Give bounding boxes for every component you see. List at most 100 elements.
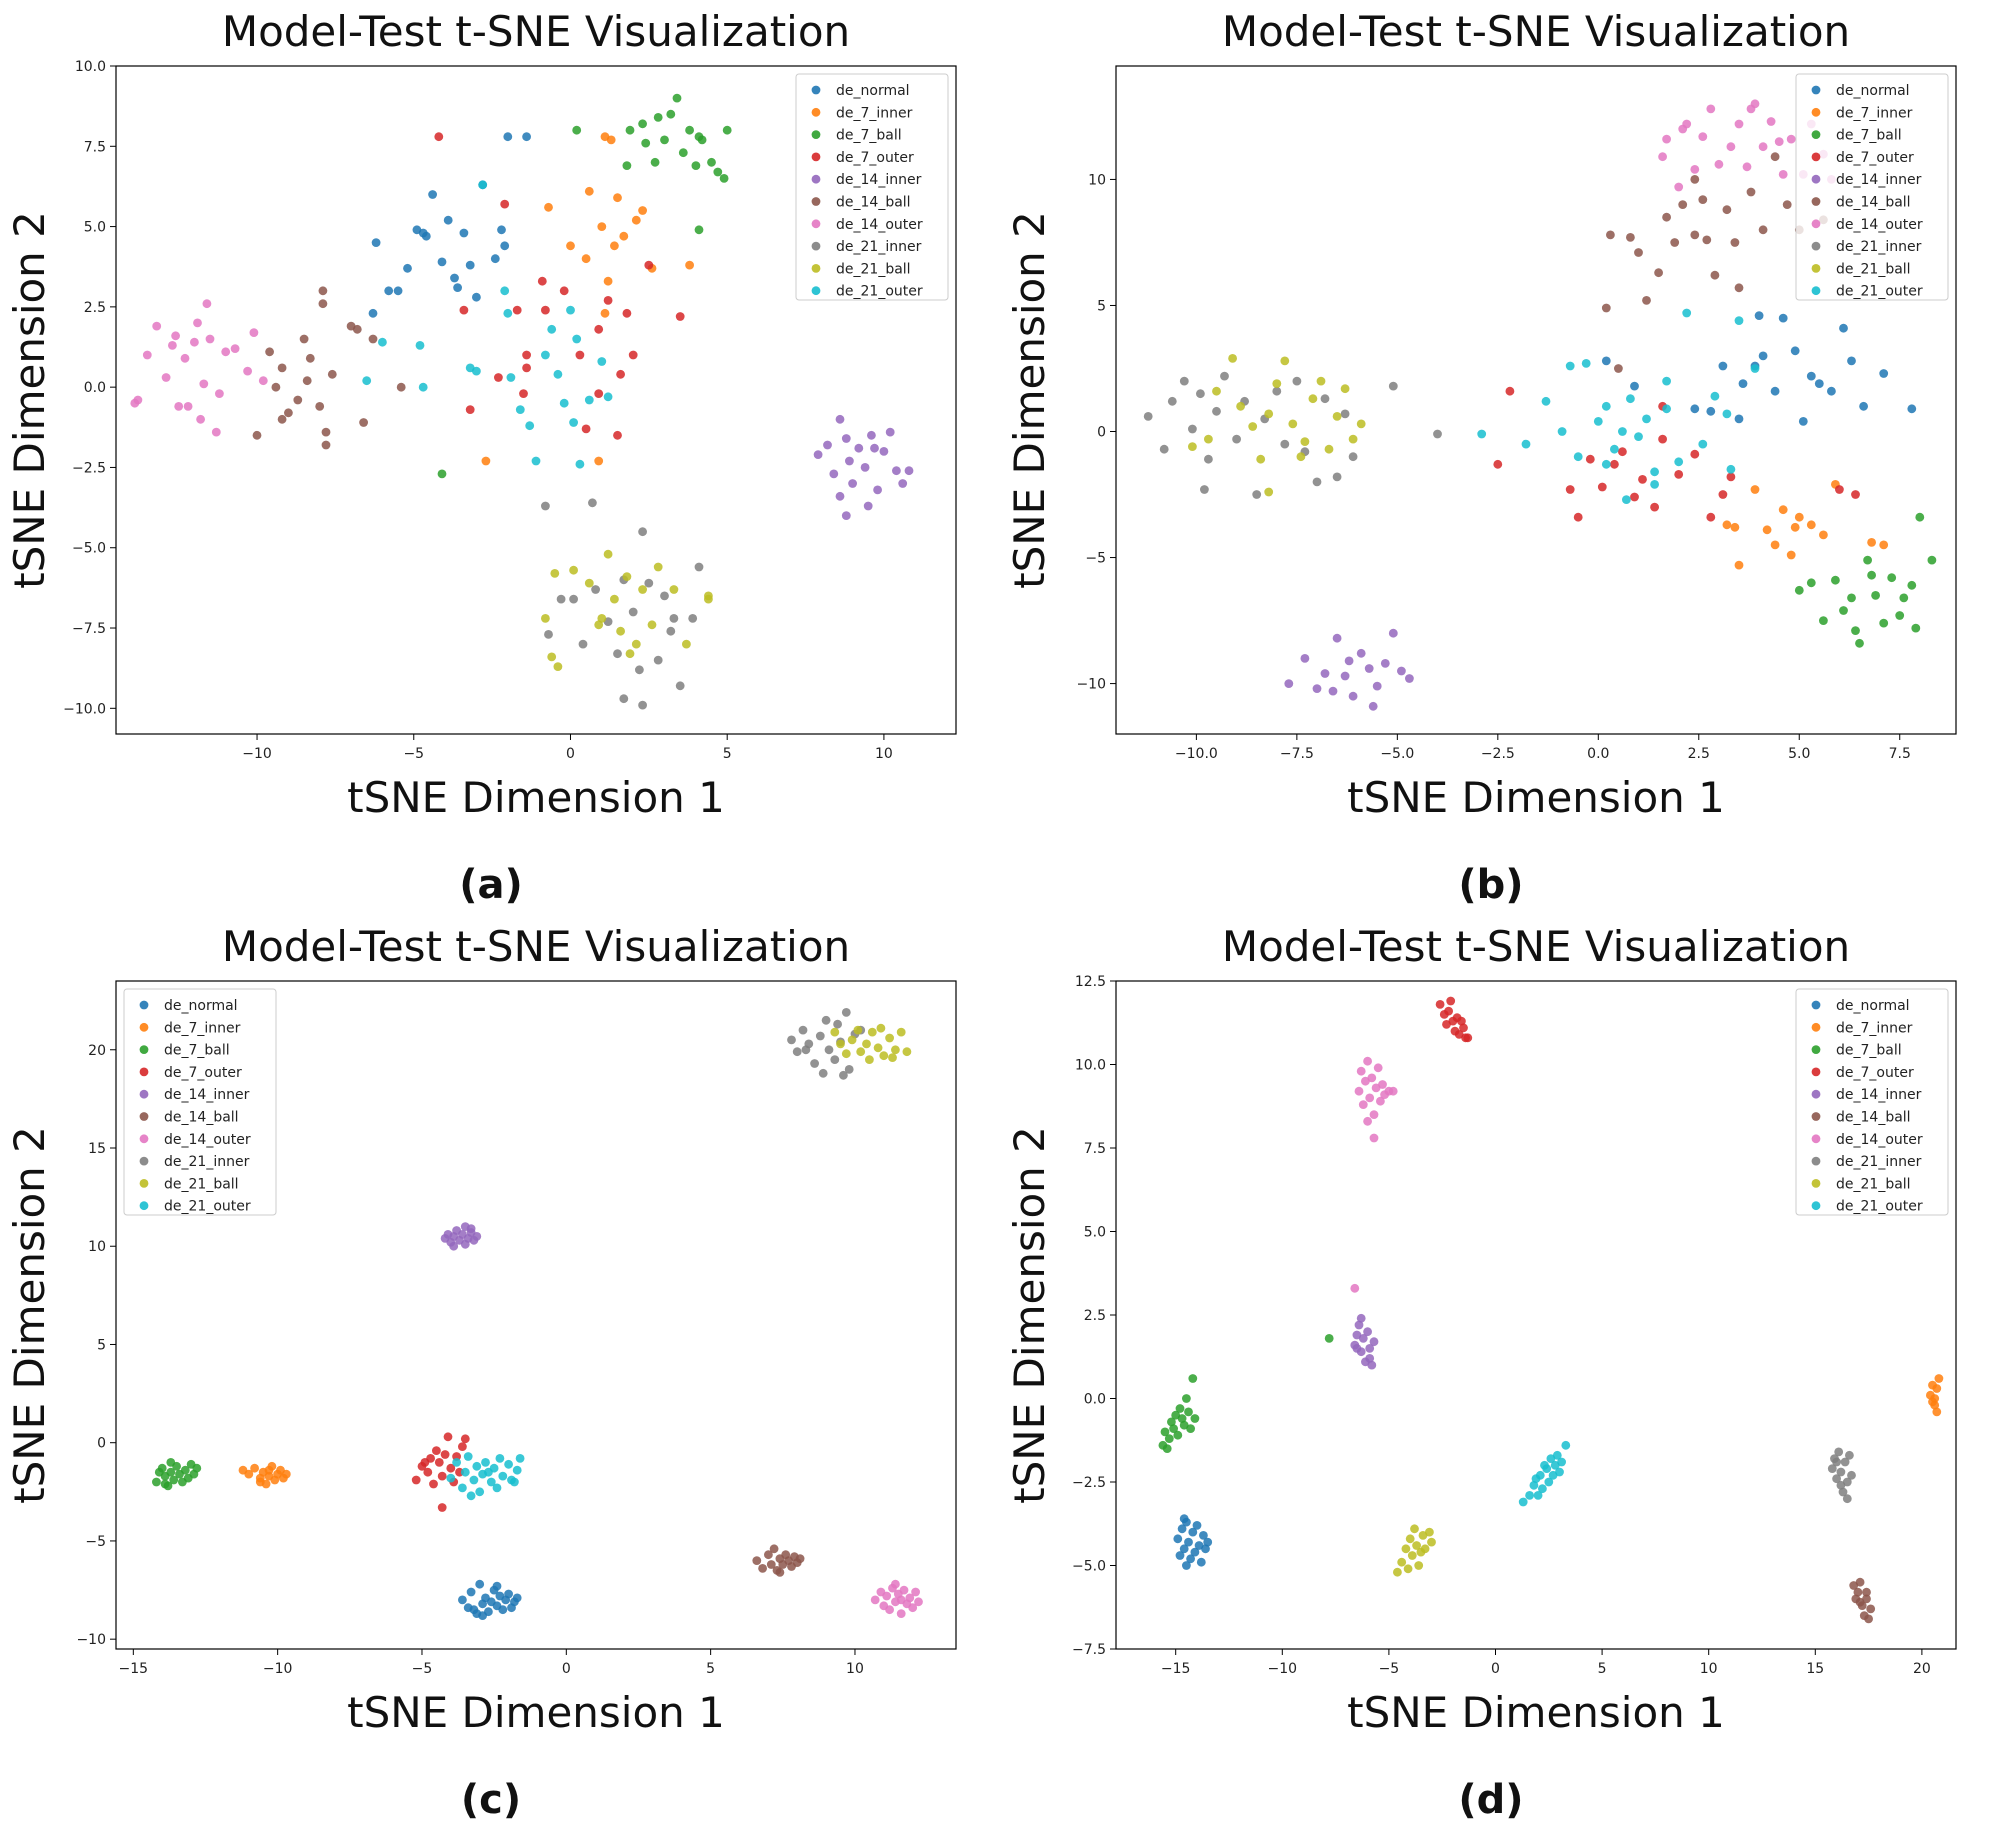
point-de_7_outer <box>1726 472 1736 482</box>
legend-entry: de_14_inner <box>1836 1087 1922 1103</box>
point-de_14_ball <box>1855 1597 1865 1607</box>
point-de_14_outer <box>1365 1093 1375 1103</box>
point-de_21_outer <box>1521 439 1531 449</box>
point-de_21_inner <box>787 1035 796 1045</box>
point-de_21_ball <box>610 594 619 604</box>
y-tick-label: 0.0 <box>84 380 106 396</box>
point-de_21_inner <box>653 655 663 665</box>
point-de_21_ball <box>873 1043 883 1053</box>
legend-marker <box>1811 1067 1821 1077</box>
y-tick-label: −10 <box>76 1632 106 1648</box>
point-de_21_inner <box>1834 1447 1844 1457</box>
point-de_21_outer <box>1634 432 1643 441</box>
y-tick-label: 5 <box>1097 298 1106 314</box>
point-de_21_inner <box>1320 394 1330 404</box>
point-de_21_outer <box>1601 459 1611 469</box>
scatter-chart: Model-Test t-SNE Visualization −10.0 −7.5 −… <box>1005 7 1957 908</box>
point-de_14_ball <box>1662 212 1671 222</box>
point-de_7_outer <box>460 1434 470 1444</box>
point-de_14_ball <box>764 1550 773 1560</box>
legend-entry: de_21_ball <box>1836 261 1911 277</box>
point-de_7_inner <box>1790 522 1800 532</box>
legend-marker <box>1811 174 1821 184</box>
point-de_7_outer <box>559 286 569 296</box>
point-de_14_ball <box>318 299 328 309</box>
legend-marker <box>1811 1089 1821 1099</box>
point-de_21_outer <box>1650 480 1659 489</box>
point-de_7_inner <box>1932 1407 1942 1417</box>
point-de_14_outer <box>905 1593 915 1603</box>
point-de_7_outer <box>1630 492 1639 502</box>
point-de_normal <box>497 225 506 235</box>
point-de_normal <box>393 286 403 296</box>
point-de_normal <box>437 257 447 267</box>
point-de_normal <box>1798 417 1808 426</box>
point-de_21_inner <box>669 614 679 623</box>
point-de_21_inner <box>1159 444 1169 454</box>
point-de_14_inner <box>1368 701 1378 711</box>
point-de_normal <box>1907 404 1917 414</box>
point-de_7_ball <box>1871 591 1880 600</box>
x-axis-label: tSNE Dimension 1 <box>1347 773 1725 822</box>
point-de_7_ball <box>152 1477 161 1487</box>
point-de_7_ball <box>1173 1430 1183 1440</box>
point-de_14_inner <box>1380 659 1390 668</box>
point-de_21_inner <box>1827 1464 1837 1473</box>
point-de_14_outer <box>161 373 171 382</box>
point-de_7_outer <box>616 369 625 379</box>
point-de_21_outer <box>1531 1474 1541 1484</box>
point-de_7_ball <box>180 1465 190 1475</box>
point-de_7_ball <box>572 125 582 135</box>
point-de_normal <box>522 132 531 142</box>
point-de_14_inner <box>1352 1344 1362 1353</box>
point-de_21_ball <box>862 1039 871 1049</box>
legend-entry: de_21_inner <box>1836 1154 1922 1170</box>
y-tick-label: 2.5 <box>1084 1308 1106 1324</box>
legend-entry: de_14_ball <box>836 195 911 211</box>
point-de_14_outer <box>1662 134 1671 144</box>
x-tick-label: −15 <box>1161 1661 1191 1677</box>
panel-label: (c) <box>461 1777 521 1823</box>
point-de_7_outer <box>613 430 622 440</box>
point-de_7_inner <box>1750 485 1760 494</box>
point-de_14_outer <box>174 402 184 411</box>
legend-entry: de_7_ball <box>1836 128 1902 144</box>
point-de_7_outer <box>628 350 638 360</box>
point-de_21_ball <box>1401 1544 1411 1554</box>
legend-entry: de_14_ball <box>1836 195 1911 211</box>
point-de_14_inner <box>813 450 823 459</box>
point-de_21_inner <box>1832 1457 1841 1467</box>
point-de_21_outer <box>463 1452 473 1461</box>
legend-marker <box>811 85 821 95</box>
point-de_7_outer <box>1690 449 1700 459</box>
point-de_14_outer <box>1363 1056 1372 1066</box>
point-de_normal <box>1182 1561 1191 1570</box>
point-de_21_outer <box>475 1487 485 1497</box>
point-de_7_outer <box>429 1479 438 1489</box>
point-de_normal <box>512 1593 522 1603</box>
point-de_normal <box>371 238 381 248</box>
legend-entry: de_14_inner <box>836 172 922 188</box>
point-de_21_inner <box>1252 490 1262 499</box>
point-de_normal <box>453 283 462 292</box>
point-de_21_outer <box>1525 1491 1534 1500</box>
point-de_normal <box>1190 1547 1200 1557</box>
legend-marker <box>1811 1156 1821 1166</box>
point-de_14_inner <box>1363 1327 1372 1337</box>
point-de_21_outer <box>486 1477 496 1487</box>
point-de_14_inner <box>1284 679 1294 688</box>
point-de_normal <box>1839 323 1848 333</box>
point-de_14_ball <box>293 395 303 405</box>
point-de_14_ball <box>1614 364 1623 373</box>
legend-entry: de_14_ball <box>1836 1110 1911 1126</box>
point-de_normal <box>443 215 453 225</box>
point-de_7_outer <box>1585 454 1595 464</box>
point-de_14_inner <box>1312 684 1322 693</box>
point-de_7_inner <box>281 1469 291 1479</box>
point-de_21_ball <box>902 1047 912 1057</box>
point-de_21_inner <box>1292 376 1302 386</box>
point-de_14_ball <box>299 334 309 344</box>
point-de_21_inner <box>821 1015 831 1025</box>
point-de_21_outer <box>452 1458 461 1467</box>
point-de_14_inner <box>1365 1344 1375 1353</box>
